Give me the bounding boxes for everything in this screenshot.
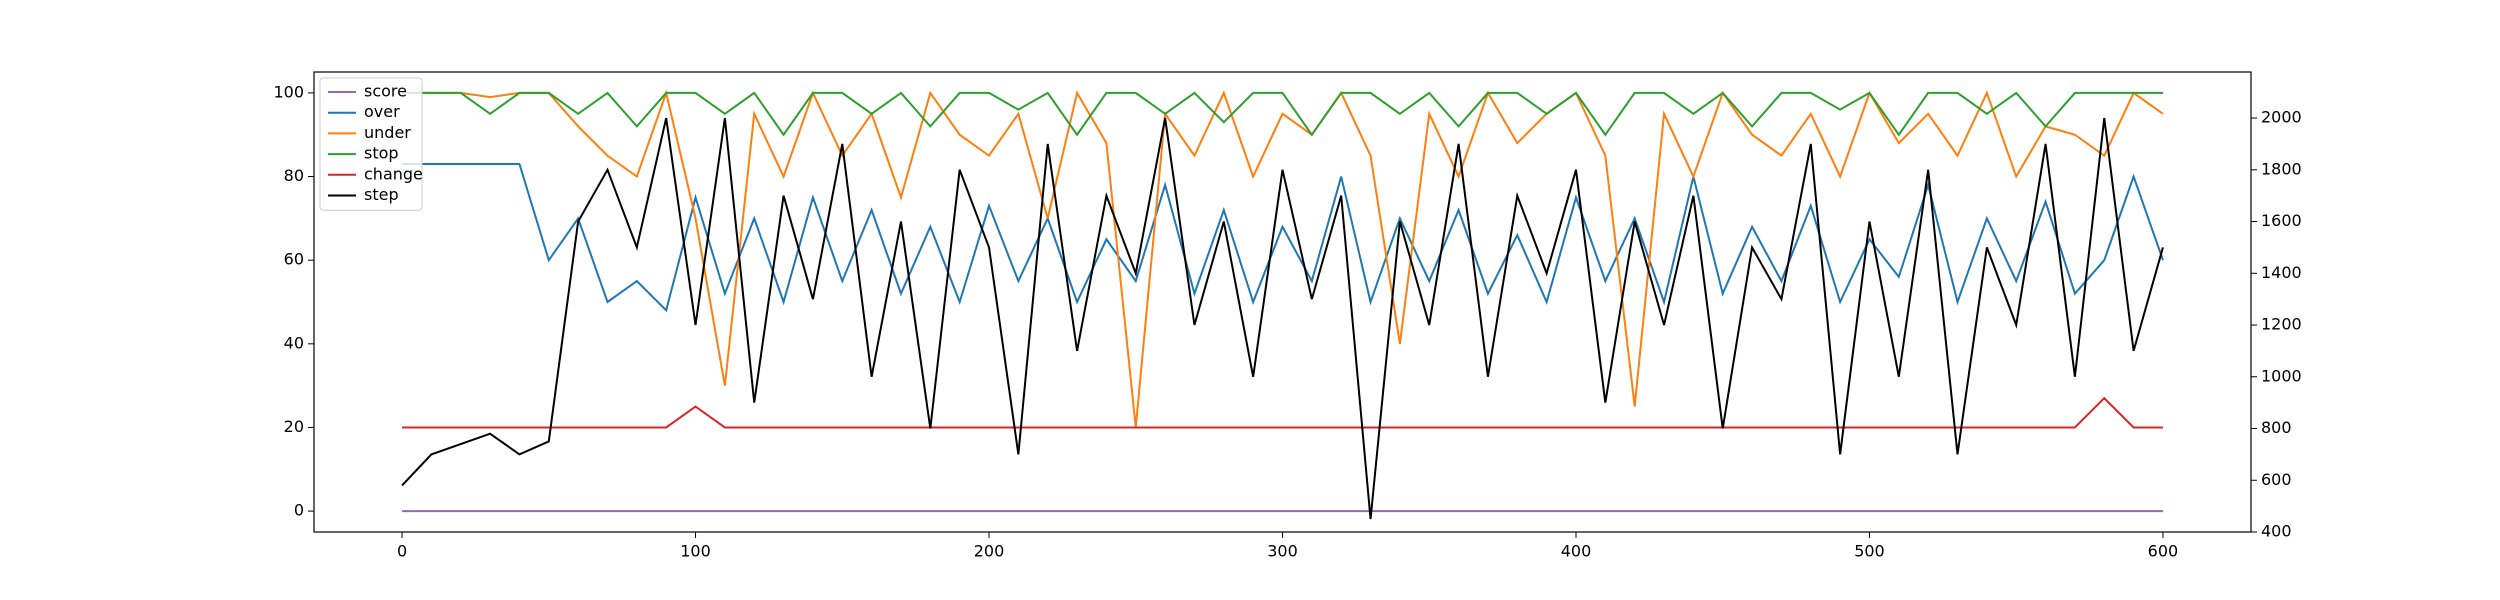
x-tick-label: 600	[2148, 542, 2179, 561]
legend-label: stop	[364, 144, 399, 163]
legend-box	[319, 77, 423, 211]
x-tick-label: 500	[1854, 542, 1885, 561]
y2-tick-label: 800	[2261, 418, 2292, 437]
y2-tick-label: 1200	[2261, 315, 2302, 334]
y2-tick-label: 400	[2261, 522, 2292, 541]
legend-label: over	[364, 102, 400, 121]
x-tick-label: 100	[680, 542, 711, 561]
series-line	[402, 163, 2164, 313]
legend-label: under	[364, 123, 411, 142]
y2-tick-label: 2000	[2261, 108, 2302, 127]
legend-label: score	[364, 82, 407, 101]
series-line	[402, 91, 2163, 137]
series-line	[402, 89, 2164, 428]
x-tick-label: 300	[1267, 542, 1298, 561]
y2-tick-label: 1800	[2261, 159, 2302, 178]
y2-tick-label: 1000	[2261, 366, 2302, 385]
legend-label: change	[364, 164, 423, 183]
y-tick-label: 20	[284, 417, 304, 436]
y2-tick-label: 1600	[2261, 211, 2302, 230]
y2-tick-label: 1400	[2261, 263, 2302, 282]
x-tick-label: 0	[397, 542, 407, 561]
legend-label: step	[364, 185, 399, 204]
series-line	[401, 117, 2164, 520]
y-tick-label: 60	[284, 250, 304, 269]
y-tick-label: 40	[284, 333, 304, 352]
y-tick-label: 0	[294, 501, 304, 520]
plot-frame	[313, 71, 2252, 533]
x-tick-label: 400	[1561, 542, 1592, 561]
x-tick-label: 200	[974, 542, 1005, 561]
series-line	[402, 396, 2163, 429]
y-tick-label: 80	[284, 166, 304, 185]
y2-tick-label: 600	[2261, 470, 2292, 489]
y-tick-label: 100	[273, 82, 304, 101]
